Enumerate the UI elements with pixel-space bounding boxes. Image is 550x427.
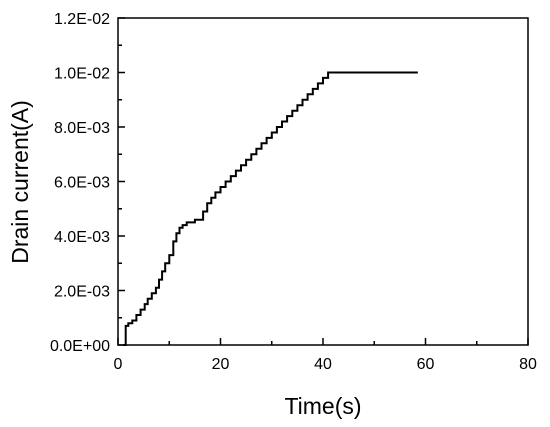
plot-frame bbox=[117, 17, 529, 346]
y-tick-label: 1.0E-02 bbox=[54, 66, 110, 83]
y-tick-label: 6.0E-03 bbox=[54, 175, 110, 192]
x-axis: 0 20 40 60 80 bbox=[114, 338, 537, 373]
y-tick-label: 1.2E-02 bbox=[54, 11, 110, 28]
x-tick-label: 80 bbox=[519, 356, 537, 373]
y-tick-label: 2.0E-03 bbox=[54, 284, 110, 301]
y-axis: 0.0E+00 2.0E-03 4.0E-03 6.0E-03 8.0E-03 1.0E-… bbox=[50, 11, 125, 355]
y-tick-label: 8.0E-03 bbox=[54, 120, 110, 137]
y-tick-label: 4.0E-03 bbox=[54, 229, 110, 246]
drain-current-series-line bbox=[123, 71, 418, 346]
x-tick-label: 40 bbox=[314, 356, 332, 373]
x-tick-label: 60 bbox=[417, 356, 435, 373]
y-axis-title: Drain current(A) bbox=[7, 100, 33, 264]
x-tick-label: 20 bbox=[212, 356, 230, 373]
x-tick-label: 0 bbox=[114, 356, 123, 373]
x-axis-title: Time(s) bbox=[284, 393, 361, 419]
y-tick-label: 0.0E+00 bbox=[50, 338, 110, 355]
